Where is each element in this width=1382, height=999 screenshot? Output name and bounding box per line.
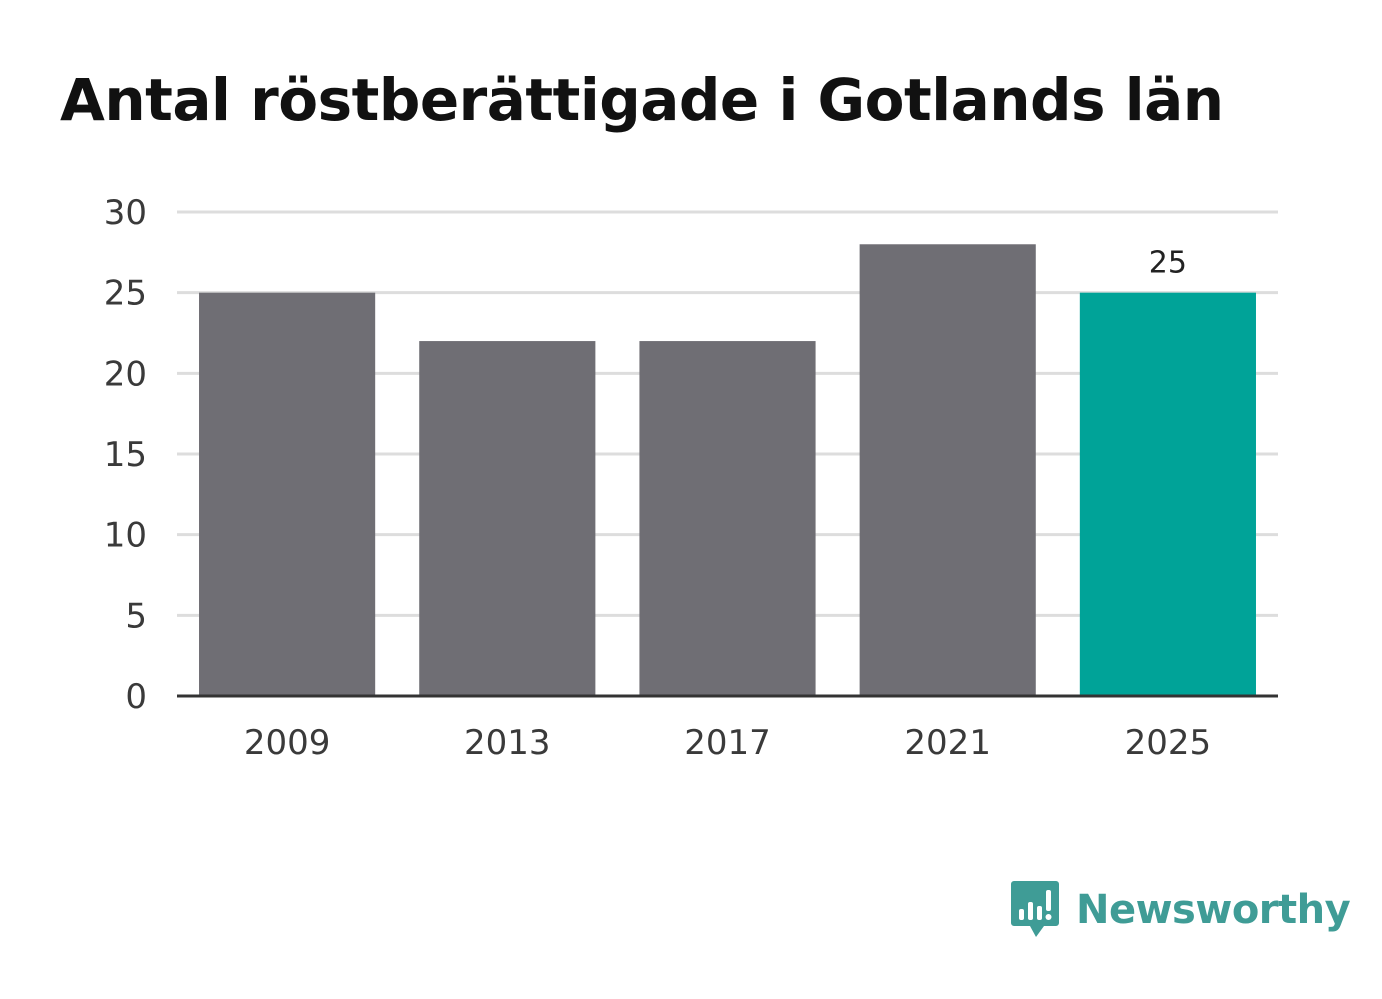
- y-tick-label: 10: [104, 516, 147, 556]
- chart-title: Antal röstberättigade i Gotlands län: [60, 66, 1224, 134]
- x-tick-label: 2017: [684, 723, 771, 763]
- bar-2021: [859, 244, 1036, 696]
- data-label-2025: 25: [1149, 246, 1187, 281]
- bar-2017: [639, 341, 816, 696]
- y-tick-label: 0: [125, 677, 147, 717]
- bars: [199, 244, 1256, 696]
- bar-2013: [419, 341, 596, 696]
- newsworthy-brand-name: Newsworthy: [1076, 887, 1351, 933]
- x-tick-label: 2025: [1125, 723, 1212, 763]
- x-axis-ticks: 2009 2013 2017 2021 2025: [244, 723, 1211, 763]
- newsworthy-brand: Newsworthy: [1010, 878, 1351, 942]
- y-tick-label: 5: [125, 596, 147, 636]
- y-tick-label: 15: [104, 435, 147, 475]
- x-tick-label: 2013: [464, 723, 551, 763]
- y-axis-ticks: 0 5 10 15 20 25 30: [104, 193, 147, 717]
- y-tick-label: 20: [104, 354, 147, 394]
- newsworthy-logo-icon: [1011, 881, 1059, 937]
- y-tick-label: 25: [104, 274, 147, 314]
- x-tick-label: 2021: [904, 723, 991, 763]
- bar-2009: [199, 292, 376, 696]
- bar-2025: [1079, 292, 1256, 696]
- data-labels: 25: [1149, 246, 1187, 281]
- x-tick-label: 2009: [244, 723, 331, 763]
- y-tick-label: 30: [104, 193, 147, 233]
